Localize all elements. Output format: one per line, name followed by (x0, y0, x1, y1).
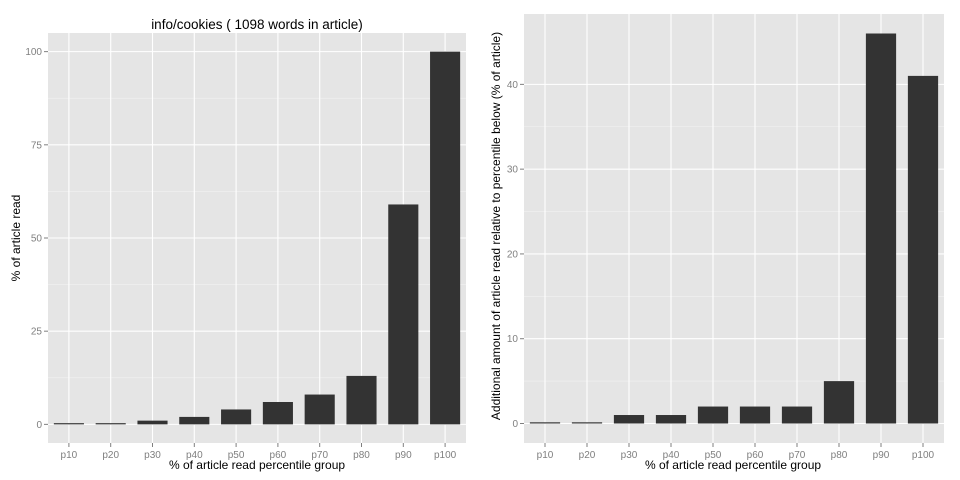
right-x-tick-label: p100 (912, 450, 935, 461)
left-x-tick-label: p60 (270, 450, 287, 461)
left-bar-p10 (53, 423, 84, 425)
left-plot-area: 0 25 50 75 100 p10 p20 p30 p40 p50 p60 p70 p80 p90 p10… (25, 33, 466, 461)
right-bar-p100 (907, 75, 939, 424)
right-y-axis-title: Additional amount of article read relati… (489, 32, 503, 420)
left-x-tick-label: p100 (434, 450, 457, 461)
right-bar-p50 (697, 406, 729, 424)
left-y-tick-label: 25 (31, 327, 43, 338)
left-chart-title: info/cookies ( 1098 words in article) (151, 17, 363, 32)
right-bar-p70 (781, 406, 813, 424)
left-x-tick-label: p80 (353, 450, 370, 461)
right-y-tick-label: 10 (507, 334, 519, 345)
left-bar-p90 (388, 204, 419, 425)
left-x-tick-label: p20 (102, 450, 119, 461)
right-y-tick-label: 20 (507, 249, 519, 260)
right-chart: 0 10 20 30 40 p10 p20 p30 p40 p50 p60 p70 p80 p90 p100… (489, 14, 944, 472)
right-x-tick-label: p40 (663, 450, 680, 461)
right-bar-p60 (739, 406, 771, 424)
left-bar-p40 (179, 416, 210, 425)
right-y-tick-label: 0 (512, 419, 518, 430)
left-x-tick-label: p70 (311, 450, 328, 461)
right-x-tick-label: p30 (621, 450, 638, 461)
right-x-tick-label: p50 (705, 450, 722, 461)
right-x-axis-title: % of article read percentile group (645, 458, 821, 472)
right-x-tick-label: p90 (873, 450, 890, 461)
right-bar-p30 (613, 415, 645, 424)
right-bar-p20 (571, 422, 603, 424)
right-x-tick-label: p80 (831, 450, 848, 461)
left-y-tick-label: 100 (25, 47, 42, 58)
left-x-tick-label: p10 (61, 450, 78, 461)
left-bar-p80 (346, 375, 377, 425)
left-bar-p70 (304, 394, 335, 425)
right-y-tick-label: 30 (507, 165, 519, 176)
left-x-axis-title: % of article read percentile group (169, 458, 345, 472)
right-x-tick-label: p20 (579, 450, 596, 461)
left-x-tick-label: p50 (228, 450, 245, 461)
left-bar-p50 (221, 409, 252, 425)
left-bar-p100 (430, 51, 461, 425)
left-x-tick-label: p40 (186, 450, 203, 461)
left-bar-p20 (95, 423, 126, 425)
left-bar-p30 (137, 420, 168, 425)
right-x-tick-label: p10 (537, 450, 554, 461)
right-x-tick-label: p70 (789, 450, 806, 461)
right-plot-area: 0 10 20 30 40 p10 p20 p30 p40 p50 p60 p70 p80 p90 p100 (507, 14, 944, 461)
left-y-tick-label: 75 (31, 140, 43, 151)
left-chart: 0 25 50 75 100 p10 p20 p30 p40 p50 p60 p70 p80 p90 p10… (9, 17, 466, 472)
right-bar-p40 (655, 415, 687, 424)
right-x-tick-label: p60 (747, 450, 764, 461)
left-y-tick-label: 50 (31, 234, 43, 245)
left-bar-p60 (262, 402, 293, 425)
left-x-tick-label: p30 (144, 450, 161, 461)
right-bar-p90 (865, 33, 897, 424)
right-bar-p10 (529, 422, 561, 424)
left-x-tick-label: p90 (395, 450, 412, 461)
left-y-tick-label: 0 (36, 420, 42, 431)
left-y-axis-title: % of article read (9, 195, 23, 282)
right-bar-p80 (823, 381, 855, 424)
right-y-tick-label: 40 (507, 80, 519, 91)
